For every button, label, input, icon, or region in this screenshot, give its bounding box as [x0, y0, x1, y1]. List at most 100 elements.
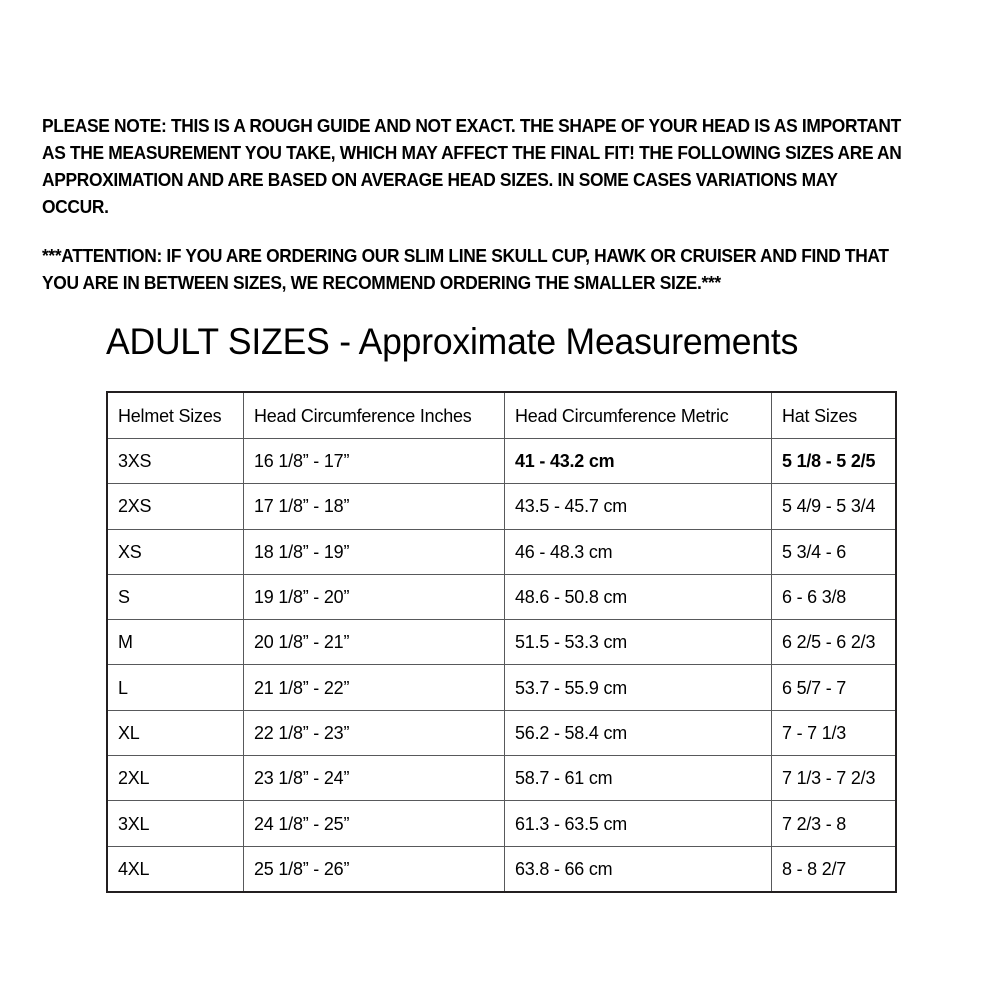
cell-hat-size: 6 5/7 - 7 [770, 664, 896, 711]
cell-metric-text: 41 - 43.2 cm [514, 450, 615, 472]
cell-inches-text: 20 1/8” - 21” [253, 631, 349, 653]
cell-hat-size-text: 7 - 7 1/3 [781, 721, 846, 743]
cell-metric-text: 51.5 - 53.3 cm [514, 631, 627, 653]
cell-inches-text: 19 1/8” - 20” [253, 586, 349, 608]
cell-hat-size-text: 5 1/8 - 5 2/5 [781, 450, 875, 472]
cell-helmet-size-text: 2XS [118, 495, 152, 517]
cell-metric: 41 - 43.2 cm [503, 437, 772, 485]
table-body: 3XS 16 1/8” - 17” 41 - 43.2 cm 5 1/8 - 5… [107, 437, 896, 892]
cell-helmet-size-text: 4XL [118, 857, 150, 879]
cell-helmet-size-text: 2XL [118, 767, 150, 789]
cell-helmet-size: L [107, 664, 244, 711]
cell-inches-text: 18 1/8” - 19” [253, 540, 349, 562]
cell-helmet-size: 2XL [107, 755, 244, 802]
cell-helmet-size: XS [107, 528, 244, 575]
cell-metric-text: 63.8 - 66 cm [514, 857, 613, 879]
table-row: M 20 1/8” - 21” 51.5 - 53.3 cm 6 2/5 - 6… [107, 619, 896, 666]
cell-helmet-size: 3XL [107, 800, 244, 847]
cell-metric: 58.7 - 61 cm [503, 755, 772, 802]
cell-hat-size: 6 - 6 3/8 [770, 573, 896, 621]
cell-inches: 23 1/8” - 24” [242, 755, 505, 802]
cell-inches: 24 1/8” - 25” [242, 800, 505, 847]
cell-hat-size-text: 7 1/3 - 7 2/3 [781, 767, 875, 789]
table-header-row: Helmet Sizes Head Circumference Inches H… [107, 392, 896, 439]
table-row: L 21 1/8” - 22” 53.7 - 55.9 cm 6 5/7 - 7 [107, 664, 896, 711]
cell-helmet-size: 3XS [107, 437, 244, 485]
cell-metric: 43.5 - 45.7 cm [503, 483, 772, 530]
cell-metric-text: 53.7 - 55.9 cm [514, 676, 627, 698]
cell-metric: 61.3 - 63.5 cm [503, 800, 772, 847]
cell-hat-size: 7 - 7 1/3 [770, 709, 896, 757]
cell-hat-size-text: 6 - 6 3/8 [781, 586, 846, 608]
cell-inches: 16 1/8” - 17” [242, 437, 505, 485]
cell-inches: 25 1/8” - 26” [242, 845, 505, 892]
cell-metric-text: 43.5 - 45.7 cm [514, 495, 627, 517]
column-header-helmet-sizes: Helmet Sizes [107, 392, 244, 439]
cell-hat-size: 5 3/4 - 6 [770, 528, 896, 575]
column-header-head-circumference-metric: Head Circumference Metric [503, 392, 772, 439]
cell-metric-text: 58.7 - 61 cm [514, 767, 613, 789]
cell-inches: 19 1/8” - 20” [242, 573, 505, 621]
column-header-hat-sizes: Hat Sizes [770, 392, 896, 439]
cell-helmet-size-text: S [118, 586, 130, 608]
cell-helmet-size: XL [107, 709, 244, 757]
column-header-metric-label: Head Circumference Metric [514, 404, 729, 426]
cell-hat-size-text: 6 2/5 - 6 2/3 [781, 631, 875, 653]
cell-hat-size-text: 6 5/7 - 7 [781, 676, 846, 698]
cell-helmet-size: 4XL [107, 845, 244, 892]
attention-paragraph: ***ATTENTION: IF YOU ARE ORDERING OUR SL… [42, 245, 889, 293]
table-row: XL 22 1/8” - 23” 56.2 - 58.4 cm 7 - 7 1/… [107, 709, 896, 757]
cell-metric: 51.5 - 53.3 cm [503, 619, 772, 666]
cell-metric-text: 46 - 48.3 cm [514, 540, 613, 562]
column-header-inches-label: Head Circumference Inches [253, 404, 472, 426]
cell-inches-text: 24 1/8” - 25” [253, 812, 349, 834]
adult-sizes-table: Helmet Sizes Head Circumference Inches H… [106, 391, 897, 893]
table-row: 3XL 24 1/8” - 25” 61.3 - 63.5 cm 7 2/3 -… [107, 800, 896, 847]
cell-hat-size: 6 2/5 - 6 2/3 [770, 619, 896, 666]
size-table-container: Helmet Sizes Head Circumference Inches H… [106, 391, 897, 893]
cell-helmet-size-text: M [118, 631, 133, 653]
cell-metric: 63.8 - 66 cm [503, 845, 772, 892]
column-header-helmet-sizes-label: Helmet Sizes [118, 404, 222, 426]
cell-hat-size: 5 1/8 - 5 2/5 [770, 437, 896, 485]
cell-hat-size-text: 8 - 8 2/7 [781, 857, 846, 879]
cell-inches-text: 17 1/8” - 18” [253, 495, 349, 517]
cell-inches: 21 1/8” - 22” [242, 664, 505, 711]
cell-inches-text: 23 1/8” - 24” [253, 767, 349, 789]
cell-hat-size-text: 5 4/9 - 5 3/4 [781, 495, 875, 517]
table-row: 3XS 16 1/8” - 17” 41 - 43.2 cm 5 1/8 - 5… [107, 437, 896, 485]
please-note-paragraph: PLEASE NOTE: THIS IS A ROUGH GUIDE AND N… [42, 115, 902, 217]
table-row: 2XL 23 1/8” - 24” 58.7 - 61 cm 7 1/3 - 7… [107, 755, 896, 802]
cell-inches-text: 25 1/8” - 26” [253, 857, 349, 879]
table-row: XS 18 1/8” - 19” 46 - 48.3 cm 5 3/4 - 6 [107, 528, 896, 575]
cell-helmet-size-text: 3XS [118, 450, 152, 472]
cell-helmet-size-text: L [118, 676, 128, 698]
cell-helmet-size-text: XL [118, 721, 140, 743]
cell-hat-size: 7 1/3 - 7 2/3 [770, 755, 896, 802]
cell-inches: 18 1/8” - 19” [242, 528, 505, 575]
cell-inches-text: 16 1/8” - 17” [253, 450, 349, 472]
cell-metric-text: 56.2 - 58.4 cm [514, 721, 627, 743]
column-header-hat-sizes-label: Hat Sizes [781, 404, 857, 426]
cell-inches: 20 1/8” - 21” [242, 619, 505, 666]
cell-hat-size: 7 2/3 - 8 [770, 800, 896, 847]
cell-helmet-size: 2XS [107, 483, 244, 530]
cell-hat-size: 8 - 8 2/7 [770, 845, 896, 892]
cell-helmet-size-text: XS [118, 540, 142, 562]
cell-inches-text: 22 1/8” - 23” [253, 721, 349, 743]
cell-inches-text: 21 1/8” - 22” [253, 676, 349, 698]
cell-helmet-size: M [107, 619, 244, 666]
cell-metric-text: 48.6 - 50.8 cm [514, 586, 627, 608]
table-row: 2XS 17 1/8” - 18” 43.5 - 45.7 cm 5 4/9 -… [107, 483, 896, 530]
cell-helmet-size-text: 3XL [118, 812, 150, 834]
column-header-head-circumference-inches: Head Circumference Inches [242, 392, 505, 439]
cell-metric: 56.2 - 58.4 cm [503, 709, 772, 757]
cell-inches: 17 1/8” - 18” [242, 483, 505, 530]
cell-metric: 53.7 - 55.9 cm [503, 664, 772, 711]
notes-block: PLEASE NOTE: THIS IS A ROUGH GUIDE AND N… [42, 112, 958, 296]
table-row: S 19 1/8” - 20” 48.6 - 50.8 cm 6 - 6 3/8 [107, 573, 896, 621]
cell-metric: 48.6 - 50.8 cm [503, 573, 772, 621]
cell-hat-size: 5 4/9 - 5 3/4 [770, 483, 896, 530]
cell-hat-size-text: 7 2/3 - 8 [781, 812, 846, 834]
